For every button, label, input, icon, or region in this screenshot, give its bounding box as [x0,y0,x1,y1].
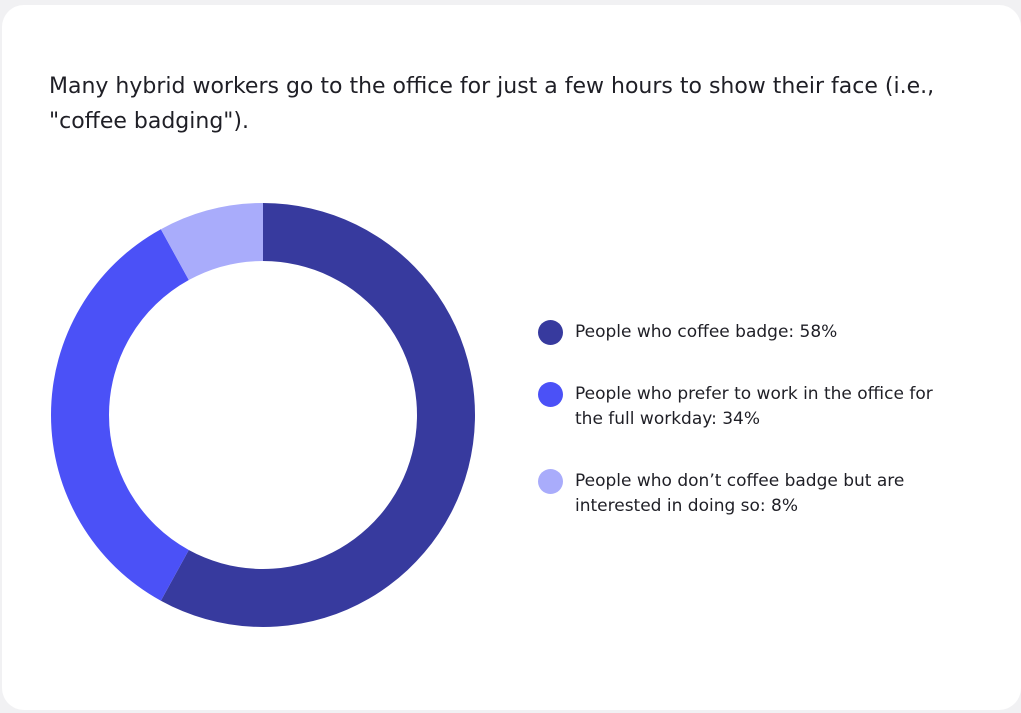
chart-legend: People who coffee badge: 58% People who … [538,320,958,519]
legend-item-interested: People who don’t coffee badge but are in… [538,469,958,519]
donut-slice-full-workday [51,229,189,601]
legend-swatch [538,320,563,345]
chart-card: Many hybrid workers go to the office for… [2,5,1021,710]
donut-slice-coffee-badge [160,203,475,627]
legend-swatch [538,382,563,407]
legend-label: People who coffee badge: 58% [575,322,838,342]
legend-label: People who prefer to work in the office … [575,384,933,429]
legend-label: People who don’t coffee badge but are in… [575,471,905,516]
legend-item-full-workday: People who prefer to work in the office … [538,382,958,432]
chart-title: Many hybrid workers go to the office for… [49,74,935,134]
donut-chart [51,203,475,627]
legend-swatch [538,469,563,494]
legend-item-coffee-badge: People who coffee badge: 58% [538,320,958,345]
donut-slice-interested [160,203,263,281]
